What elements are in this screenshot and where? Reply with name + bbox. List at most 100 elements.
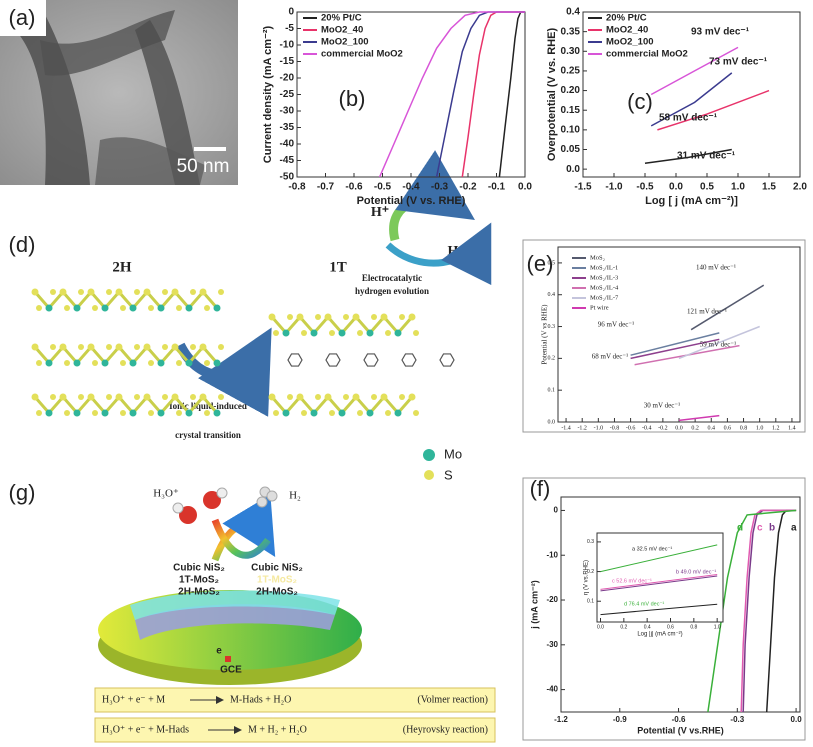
x-tick-label: 1.0 <box>756 425 764 431</box>
atom <box>399 314 405 320</box>
atom <box>171 288 179 296</box>
atom <box>199 288 207 296</box>
annotation: 58 mV dec⁻¹ <box>659 113 718 124</box>
phase-label: 1T <box>329 259 347 275</box>
panel-label: (e) <box>527 251 554 276</box>
y-tick-label: 0.10 <box>561 124 581 135</box>
y-tick-label: 0.2 <box>587 569 594 575</box>
species-label: H₃O⁺ <box>153 488 179 500</box>
legend-label: MoO2_100 <box>321 37 369 48</box>
annotation: 68 mV dec⁻¹ <box>592 353 628 361</box>
annotation: 93 mV dec⁻¹ <box>691 27 750 38</box>
y-tick-label: 0.35 <box>561 26 581 37</box>
atom <box>190 394 196 400</box>
atom <box>64 305 70 311</box>
atom <box>366 329 374 337</box>
atom <box>408 393 416 401</box>
x-axis-label: Potential (V vs. RHE) <box>357 195 466 207</box>
data-line <box>678 325 760 360</box>
annotation: 140 mV dec⁻¹ <box>696 264 736 272</box>
legend-label: 20% Pt/C <box>321 13 362 24</box>
annotation: 31 mV dec⁻¹ <box>677 151 736 162</box>
molecule <box>203 491 221 509</box>
curve-label: a <box>791 523 797 534</box>
atom <box>92 410 98 416</box>
x-tick-label: -1.2 <box>554 715 568 724</box>
atom <box>78 344 84 350</box>
y-tick-label: 0.3 <box>587 539 594 545</box>
atom <box>101 409 109 417</box>
atom <box>129 409 137 417</box>
legend-label: commercial MoO2 <box>321 49 403 60</box>
atom <box>282 329 290 337</box>
x-tick-label: -0.5 <box>636 182 654 193</box>
y-tick-label: 0.20 <box>561 85 581 96</box>
mos2-layers <box>268 313 455 417</box>
curve-label: c <box>757 523 763 534</box>
data-line <box>650 46 739 96</box>
reaction-arrow <box>211 494 276 562</box>
y-tick-label: -30 <box>546 640 558 649</box>
proton-label: H⁺ <box>371 205 389 220</box>
legend-label: MoS₂ <box>590 254 605 261</box>
atom <box>204 360 210 366</box>
atom <box>352 313 360 321</box>
y-tick-label: 0.25 <box>561 66 581 77</box>
atom <box>143 288 151 296</box>
legend-label: MoS₂/IL-1 <box>590 264 618 271</box>
y-axis-label: j (mA cm⁻²) <box>529 580 539 629</box>
atom <box>36 410 42 416</box>
y-tick-label: -20 <box>280 73 295 84</box>
y-tick-label: -15 <box>280 56 295 67</box>
x-tick-label: -1.5 <box>574 182 592 193</box>
atom <box>301 330 307 336</box>
atom <box>148 305 154 311</box>
atom <box>399 394 405 400</box>
y-tick-label: -35 <box>280 122 295 133</box>
atom <box>36 305 42 311</box>
annotation: 30 mV dec⁻¹ <box>644 402 680 410</box>
x-tick-label: 1.4 <box>788 425 796 431</box>
annotation: 96 mV dec⁻¹ <box>598 321 634 329</box>
atom <box>185 359 193 367</box>
atom <box>59 288 67 296</box>
reaction-box <box>94 687 496 713</box>
atom <box>213 304 221 312</box>
atom <box>296 393 304 401</box>
atom <box>115 288 123 296</box>
atom <box>87 288 95 296</box>
curve-label: a 32.5 mV dec⁻¹ <box>632 546 672 552</box>
legend-marker <box>424 470 434 480</box>
atom <box>413 330 419 336</box>
particle-strand <box>5 5 90 185</box>
data-line <box>690 284 765 331</box>
atom <box>36 360 42 366</box>
y-tick-label: 0.30 <box>561 46 581 57</box>
atom <box>73 359 81 367</box>
atom <box>273 410 279 416</box>
atom <box>45 409 53 417</box>
atom <box>315 394 321 400</box>
atom <box>357 410 363 416</box>
panel-label: (d) <box>9 232 36 257</box>
x-tick-label: 0.2 <box>691 425 699 431</box>
atom <box>162 344 168 350</box>
atom <box>385 330 391 336</box>
annotation: 121 mV dec⁻¹ <box>687 308 727 316</box>
reaction-right: M + H₂ + H₂O <box>248 724 307 735</box>
atom <box>157 304 165 312</box>
atom <box>157 359 165 367</box>
y-tick-label: -25 <box>280 89 295 100</box>
annotation: 59 mV dec⁻¹ <box>700 341 736 349</box>
y-tick-label: 0.05 <box>561 144 581 155</box>
atom <box>87 393 95 401</box>
x-tick-label: -0.9 <box>613 715 627 724</box>
atom <box>310 409 318 417</box>
atom <box>273 330 279 336</box>
y-tick-label: -10 <box>546 550 558 559</box>
y-axis-label: η (V vs.RHE) <box>584 560 590 595</box>
legend-label: MoS₂/IL-3 <box>590 274 618 281</box>
atom <box>343 314 349 320</box>
x-tick-label: 0.8 <box>740 425 748 431</box>
legend-label: MoS₂/IL-7 <box>590 294 619 301</box>
